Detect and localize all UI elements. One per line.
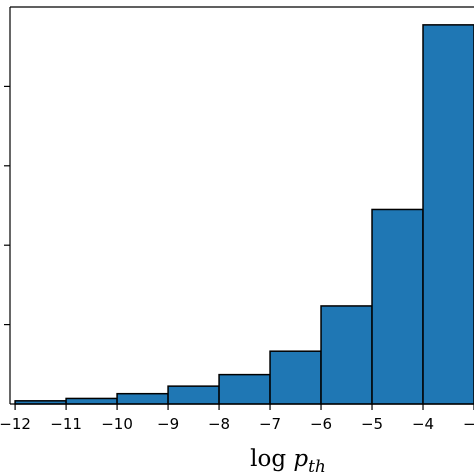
- x-axis-label: log pth: [250, 446, 326, 474]
- x-axis-label-var: p: [293, 446, 308, 472]
- y-ticks-group: [4, 85, 10, 326]
- x-tick-label-7: −5: [361, 415, 383, 433]
- x-tick-label-8: −4: [412, 415, 434, 433]
- histogram-bar-8: [422, 24, 474, 405]
- x-tick-label-1: −11: [50, 415, 82, 433]
- x-tick-label-9: −3: [463, 415, 474, 433]
- histogram-bar-7: [371, 208, 424, 405]
- bars-group: [14, 24, 474, 405]
- histogram-bar-4: [218, 373, 271, 405]
- x-tick-label-0: −12: [0, 415, 31, 433]
- x-ticks-group: −12 −11 −10 −9 −8 −7 −6 −5 −4 −3: [0, 404, 474, 433]
- histogram-bar-6: [320, 305, 373, 405]
- x-axis-label-sub: th: [308, 457, 326, 474]
- x-tick-label-5: −7: [259, 415, 281, 433]
- x-tick-label-3: −9: [157, 415, 179, 433]
- x-axis-label-base: log: [250, 446, 293, 472]
- histogram-bar-2: [116, 392, 169, 405]
- histogram-bar-1: [65, 397, 118, 405]
- histogram-bar-5: [269, 350, 322, 405]
- x-tick-label-6: −6: [310, 415, 332, 433]
- axes-group: [9, 6, 474, 405]
- histogram-bar-3: [167, 385, 220, 405]
- x-tick-label-2: −10: [101, 415, 133, 433]
- x-tick-label-4: −8: [208, 415, 230, 433]
